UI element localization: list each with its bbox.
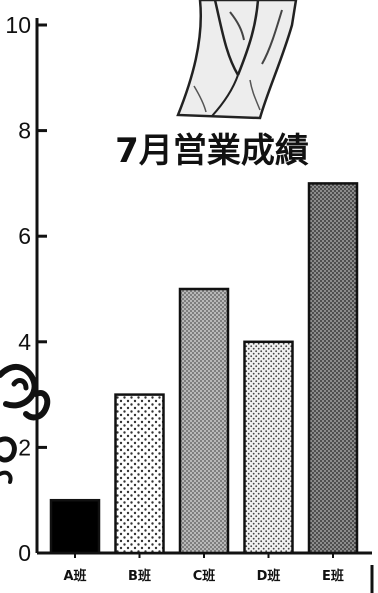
x-axis-category-labels: A班 B班 C班 D班 E班: [63, 568, 343, 584]
bar: [243, 340, 294, 555]
bar: [178, 287, 230, 555]
x-tick-label: E班: [322, 568, 344, 584]
y-tick-label: 0: [18, 540, 31, 566]
bar: [307, 182, 359, 555]
y-axis-tick-labels: 0 2 4 6 8 10: [5, 12, 31, 566]
y-tick-label: 6: [18, 223, 31, 249]
x-tick-label: A班: [63, 568, 86, 584]
x-tick-label: D班: [257, 568, 281, 584]
bars: [49, 182, 359, 555]
x-tick-label: C班: [193, 568, 216, 584]
bar: [114, 393, 165, 555]
x-tick-label: B班: [128, 568, 151, 584]
manga-illustration: [176, 0, 298, 120]
y-axis-ticks: [37, 23, 47, 555]
y-tick-label: 2: [18, 434, 31, 460]
y-tick-label: 10: [5, 12, 31, 38]
chart-title: 7月営業成績: [115, 131, 309, 171]
decorative-speech-marks: [0, 363, 51, 484]
bar: [49, 498, 101, 555]
y-tick-label: 4: [18, 329, 31, 355]
y-tick-label: 8: [18, 118, 31, 144]
